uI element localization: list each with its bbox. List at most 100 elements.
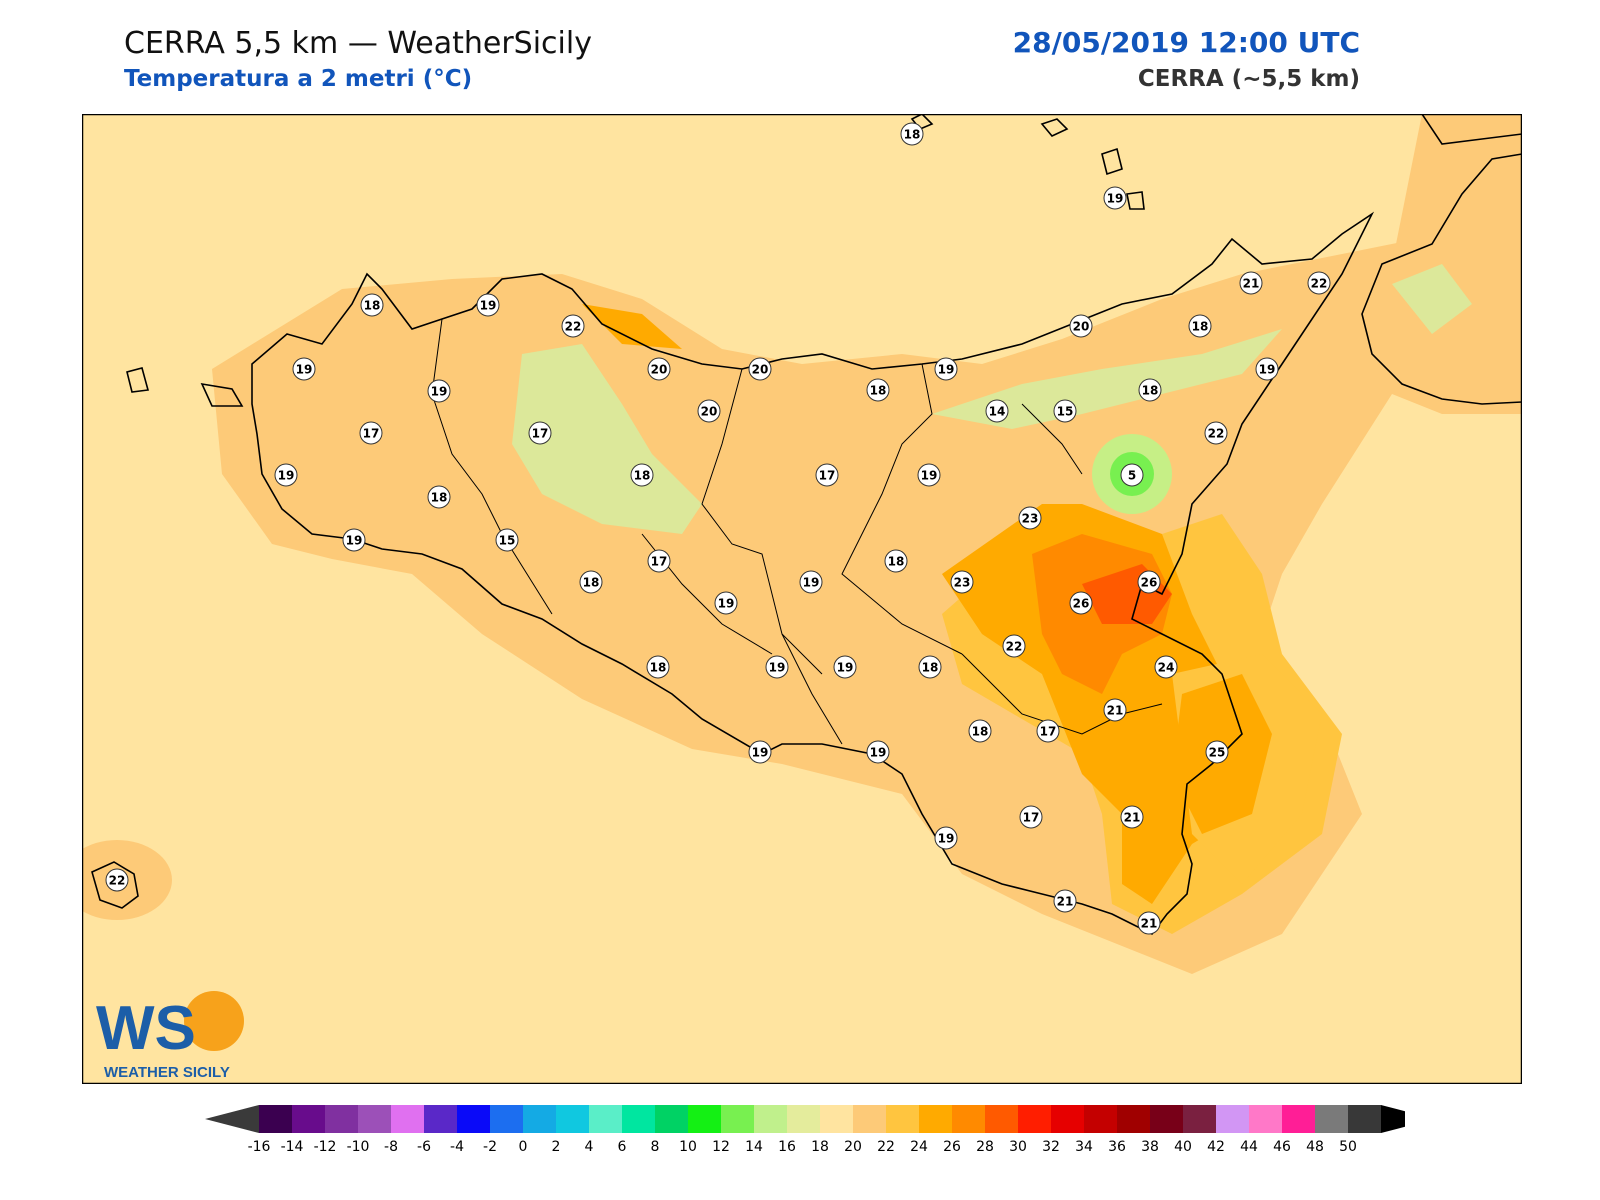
sicily-coast <box>251 211 1375 936</box>
colorbar-box <box>325 1105 358 1133</box>
colorbar-tick-label: 20 <box>844 1139 862 1155</box>
colorbar-tick-label: 14 <box>745 1139 763 1155</box>
station-marker: 23 <box>950 570 974 594</box>
station-marker: 23 <box>1018 506 1042 530</box>
station-circle <box>748 740 772 764</box>
station-marker: 22 <box>1307 271 1331 295</box>
station-value: 18 <box>583 576 600 590</box>
station-marker: 19 <box>866 740 890 764</box>
station-circle <box>985 399 1009 423</box>
station-marker: 19 <box>934 357 958 381</box>
station-value: 20 <box>1073 320 1090 334</box>
station-marker: 21 <box>1103 698 1127 722</box>
colorbar-tick-label: 42 <box>1207 1139 1225 1155</box>
colorbar-tick-label: -6 <box>417 1139 431 1155</box>
station-circle <box>342 528 366 552</box>
colorbar-tick-label: -4 <box>450 1139 464 1155</box>
station-circle <box>833 655 857 679</box>
colorbar-tick-label: 40 <box>1174 1139 1192 1155</box>
station-circle <box>1019 805 1043 829</box>
station-circle <box>1204 421 1228 445</box>
colorbar-box <box>1183 1105 1216 1133</box>
station-marker: 18 <box>360 293 384 317</box>
station-value: 19 <box>1107 192 1124 206</box>
station-circle <box>934 826 958 850</box>
colorbar-box <box>1282 1105 1315 1133</box>
station-marker: 20 <box>647 357 671 381</box>
station-circle <box>647 357 671 381</box>
station-marker: 21 <box>1239 271 1263 295</box>
station-marker: 26 <box>1137 570 1161 594</box>
station-marker: 22 <box>561 314 585 338</box>
station-marker: 19 <box>917 463 941 487</box>
colorbar-tick-label: 26 <box>943 1139 961 1155</box>
station-circle <box>917 463 941 487</box>
colorbar-box <box>985 1105 1018 1133</box>
station-value: 19 <box>837 661 854 675</box>
station-circle <box>1036 719 1060 743</box>
station-circle <box>579 570 603 594</box>
station-circle <box>105 868 129 892</box>
colorbar-tick-label: 30 <box>1009 1139 1027 1155</box>
station-circle <box>714 591 738 615</box>
station-value: 19 <box>296 363 313 377</box>
station-circle <box>1307 271 1331 295</box>
station-value: 18 <box>904 128 921 142</box>
station-value: 18 <box>1142 384 1159 398</box>
station-value: 19 <box>278 469 295 483</box>
station-circle <box>1138 378 1162 402</box>
station-value: 19 <box>752 746 769 760</box>
colorbar-box <box>1117 1105 1150 1133</box>
weathersicily-logo: WS WEATHER SICILY <box>96 991 244 1081</box>
station-marker: 19 <box>274 463 298 487</box>
station-circle <box>1120 463 1144 487</box>
map-title: CERRA 5,5 km — WeatherSicily <box>124 26 592 61</box>
station-value: 18 <box>922 661 939 675</box>
station-value: 19 <box>346 534 363 548</box>
station-marker: 21 <box>1120 805 1144 829</box>
station-value: 19 <box>1259 363 1276 377</box>
logo-sun <box>184 991 244 1051</box>
calabria-coast <box>1361 114 1522 405</box>
station-marker: 18 <box>918 655 942 679</box>
colorbar-box <box>721 1105 754 1133</box>
station-value: 19 <box>938 832 955 846</box>
station-value: 18 <box>650 661 667 675</box>
colorbar-box <box>490 1105 523 1133</box>
station-value: 20 <box>701 405 718 419</box>
colorbar-extend-low <box>205 1105 259 1133</box>
station-value: 20 <box>752 363 769 377</box>
station-marker: 19 <box>427 379 451 403</box>
station-value: 18 <box>1192 320 1209 334</box>
field-14-west <box>512 344 702 534</box>
station-circle <box>918 655 942 679</box>
colorbar-box <box>886 1105 919 1133</box>
station-value: 18 <box>364 299 381 313</box>
station-marker: 15 <box>1053 399 1077 423</box>
colorbar-box <box>787 1105 820 1133</box>
station-marker: 15 <box>495 528 519 552</box>
station-circle <box>1137 570 1161 594</box>
colorbar-tick-label: 2 <box>552 1139 561 1155</box>
colorbar-box <box>589 1105 622 1133</box>
colorbar-tick-label: 18 <box>811 1139 829 1155</box>
station-marker: 14 <box>985 399 1009 423</box>
station-value: 21 <box>1057 895 1074 909</box>
station-value: 23 <box>1022 512 1039 526</box>
station-circle <box>495 528 519 552</box>
station-circle <box>1137 911 1161 935</box>
colorbar-box <box>919 1105 952 1133</box>
station-value: 15 <box>1057 405 1074 419</box>
station-marker: 18 <box>646 655 670 679</box>
temperature-field <box>82 114 1522 974</box>
station-value: 21 <box>1141 917 1158 931</box>
valid-datetime: 28/05/2019 12:00 UTC <box>1012 26 1360 59</box>
station-value: 17 <box>651 555 668 569</box>
colorbar-box <box>292 1105 325 1133</box>
station-marker: 19 <box>934 826 958 850</box>
station-value: 5 <box>1128 469 1136 483</box>
aeolian-islands <box>1040 118 1145 210</box>
egadi-islands <box>126 367 244 407</box>
colorbar-tick-label: 10 <box>679 1139 697 1155</box>
colorbar-box <box>952 1105 985 1133</box>
